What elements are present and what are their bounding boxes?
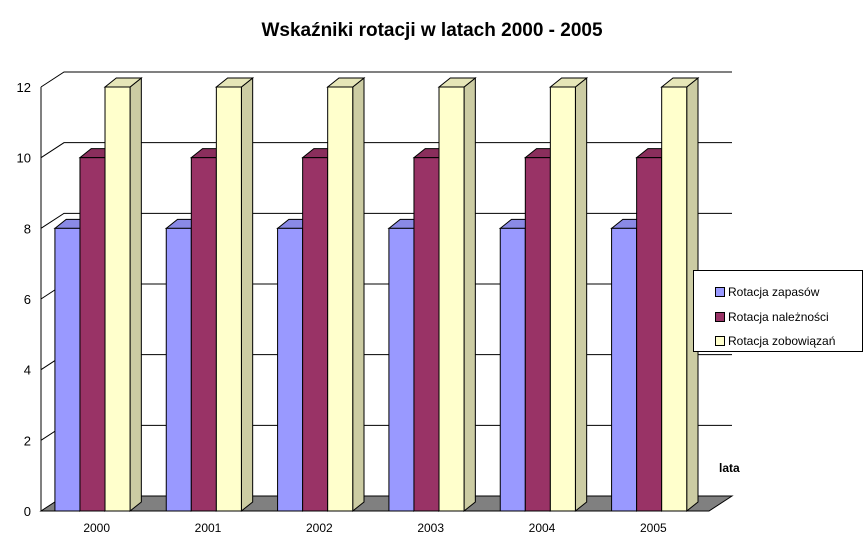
bar-front: [549, 86, 576, 512]
y-tick-label: 12: [17, 80, 31, 95]
x-tick-labels: 2000 2001 2002 2003 2004 2005: [83, 521, 667, 535]
bar-front: [388, 227, 415, 512]
bar-front: [79, 157, 106, 512]
x-tick-label: 2000: [83, 521, 110, 535]
bar-front: [190, 157, 217, 512]
legend: Rotacja zapasów Rotacja należności Rotac…: [693, 270, 863, 352]
bar-front: [438, 86, 465, 512]
bar: [214, 76, 255, 513]
x-tick-label: 2004: [529, 521, 556, 535]
gridline: [40, 71, 732, 88]
y-tick-label: 2: [24, 433, 31, 448]
legend-label: Rotacja zapasów: [728, 285, 820, 300]
x-tick-label: 2005: [640, 521, 667, 535]
bar-side: [352, 76, 365, 513]
legend-swatch-naleznosci: [715, 311, 725, 322]
chart-title: Wskaźniki rotacji w latach 2000 - 2005: [261, 20, 603, 41]
bar-front: [277, 227, 304, 512]
legend-swatch-zapasow: [715, 287, 725, 298]
gridline: [40, 142, 732, 159]
x-tick-label: 2002: [306, 521, 333, 535]
bar: [326, 76, 366, 513]
x-tick-label: 2001: [195, 521, 222, 535]
bar-front: [413, 157, 440, 512]
bar: [437, 76, 477, 513]
bar-front: [524, 157, 551, 512]
bar-front: [302, 157, 329, 512]
bar-side: [574, 76, 588, 513]
bar-front: [215, 86, 242, 512]
bar-front: [661, 86, 688, 512]
legend-swatch-zobowiazan: [715, 336, 725, 347]
bar: [548, 76, 589, 513]
y-tick-label: 4: [24, 363, 31, 378]
bars: [53, 76, 700, 513]
bar-front: [104, 86, 131, 512]
y-tick-label: 6: [24, 292, 31, 307]
x-axis-label: lata: [719, 461, 740, 475]
axes: [40, 87, 709, 512]
bar-front: [611, 227, 638, 512]
y-tick-labels: 0 2 4 6 8 10 12: [17, 80, 31, 519]
x-tick-label: 2003: [417, 521, 444, 535]
bar-side: [240, 76, 254, 513]
gridline: [40, 212, 732, 229]
legend-label: Rotacja należności: [728, 309, 829, 324]
y-tick-label: 0: [24, 504, 31, 519]
bar-side: [129, 76, 142, 513]
bar-front: [327, 86, 354, 512]
bar: [103, 76, 143, 513]
bar-front: [636, 157, 663, 512]
legend-item: Rotacja należności: [694, 305, 862, 330]
legend-item: Rotacja zapasów: [694, 280, 862, 305]
bar-front: [499, 227, 526, 512]
bar-front: [54, 227, 81, 512]
y-tick-label: 8: [24, 221, 31, 236]
bar-side: [463, 76, 476, 513]
legend-label: Rotacja zobowiązań: [728, 334, 836, 349]
bar-front: [165, 227, 192, 512]
y-tick-label: 10: [17, 151, 31, 166]
bar: [660, 76, 700, 513]
legend-item: Rotacja zobowiązań: [694, 329, 862, 354]
